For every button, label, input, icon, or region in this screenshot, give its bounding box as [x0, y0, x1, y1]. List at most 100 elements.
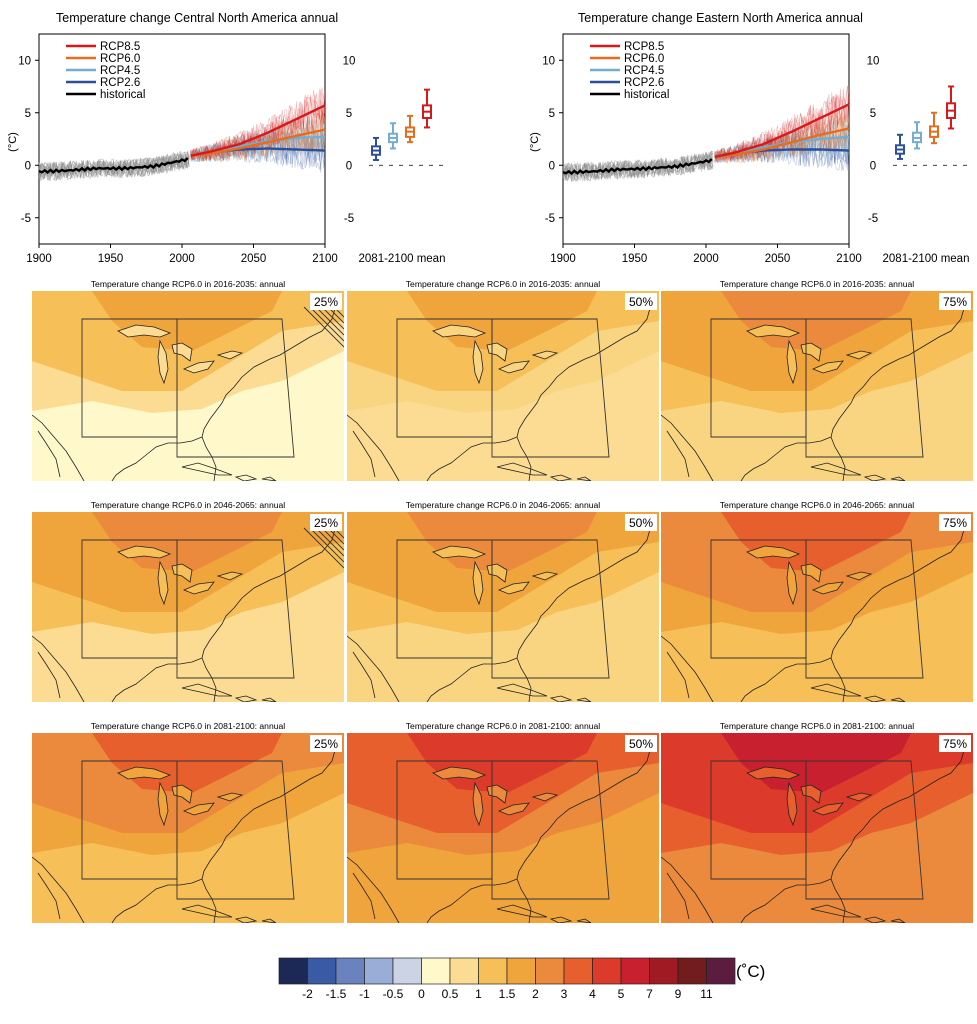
great-lake-outline	[811, 581, 844, 595]
map-field-core	[721, 291, 911, 351]
hatching-line	[315, 306, 344, 336]
colorbar-tick-label: 4	[589, 987, 596, 1001]
y-tick-label: -5	[21, 213, 31, 225]
map-field-south	[661, 351, 973, 481]
island-outline	[496, 683, 548, 697]
legend-label: RCP6.0	[100, 53, 140, 65]
coastline	[37, 651, 61, 699]
ensemble-member-line	[714, 133, 850, 166]
ensemble-member-line	[190, 87, 326, 161]
colorbar-unit: (˚C)	[736, 962, 765, 981]
x-tick-label: 1900	[550, 253, 576, 265]
region-box-eastern-north-america	[176, 539, 295, 679]
map-field-south	[347, 572, 659, 702]
map-field-core	[92, 512, 282, 572]
hatching-line	[309, 306, 344, 342]
colorbar-bin	[592, 957, 622, 985]
ensemble-member-line	[714, 93, 850, 164]
percentile-badge	[625, 514, 657, 531]
coastline	[666, 872, 690, 920]
great-lake-outline	[746, 766, 801, 780]
ensemble-member-line	[562, 153, 714, 182]
great-lake-outline	[182, 802, 215, 816]
region-box-eastern-north-america	[805, 760, 924, 900]
island-outline	[863, 474, 887, 481]
hatching-line	[303, 306, 344, 348]
coastline	[347, 414, 400, 481]
coastline	[352, 651, 376, 699]
island-outline	[863, 916, 887, 923]
x-tick-label: 1900	[26, 253, 52, 265]
hatching-line	[321, 306, 344, 330]
coastline	[666, 651, 690, 699]
map-panel: Temperature change RCP6.0 in 2046-2065: …	[32, 500, 344, 702]
side-panel-label: 2081-2100 mean	[883, 253, 970, 265]
x-tick-label: 2100	[312, 253, 338, 265]
coastline	[830, 742, 967, 923]
map-panel: Temperature change RCP6.0 in 2081-2100: …	[32, 721, 344, 923]
great-lake-outline	[497, 802, 530, 816]
percentile-label: 75%	[943, 295, 967, 309]
coastline	[740, 878, 832, 923]
coastline	[111, 436, 203, 481]
great-lake-outline	[182, 581, 215, 595]
ensemble-member-line	[190, 110, 326, 162]
y-tick-label-right: 10	[343, 55, 356, 67]
percentile-badge	[310, 735, 342, 752]
great-lake-outline	[117, 766, 172, 780]
great-lake-outline	[182, 360, 215, 374]
coastline	[830, 300, 967, 481]
map-title: Temperature change RCP6.0 in 2081-2100: …	[720, 721, 915, 731]
map-title: Temperature change RCP6.0 in 2081-2100: …	[91, 721, 286, 731]
island-outline	[234, 695, 258, 702]
side-panel-label: 2081-2100 mean	[359, 253, 446, 265]
coastline	[32, 414, 85, 481]
colorbar-tick-label: -1	[359, 987, 370, 1001]
great-lake-outline	[531, 350, 559, 360]
y-tick-label-right: -5	[868, 213, 878, 225]
y-tick-label: 10	[18, 55, 31, 67]
timeseries-title: Temperature change Central North America…	[56, 11, 338, 25]
y-tick-label: 0	[549, 160, 555, 172]
colorbar-bin	[449, 957, 479, 985]
map-field-south	[32, 351, 344, 481]
great-lake-outline	[531, 571, 559, 581]
great-lake-outline	[216, 571, 244, 581]
region-box-eastern-north-america	[491, 318, 610, 458]
map-title: Temperature change RCP6.0 in 2016-2035: …	[91, 279, 286, 289]
percentile-label: 25%	[314, 737, 338, 751]
map-title: Temperature change RCP6.0 in 2046-2065: …	[720, 500, 915, 510]
percentile-label: 50%	[629, 737, 653, 751]
great-lake-outline	[845, 792, 873, 802]
island-outline	[261, 697, 277, 702]
percentile-badge	[625, 293, 657, 310]
region-box-eastern-north-america	[805, 318, 924, 458]
x-tick-label: 2000	[169, 253, 195, 265]
colorbar-tick-label: -0.5	[383, 987, 404, 1001]
y-tick-label-right: 0	[870, 160, 876, 172]
island-outline	[234, 916, 258, 923]
coastline	[830, 521, 967, 702]
series-mean-line	[190, 128, 326, 157]
legend-label: RCP8.5	[100, 41, 140, 53]
map-field-south	[661, 793, 973, 923]
colorbar-bin	[649, 957, 679, 985]
region-box-eastern-north-america	[491, 539, 610, 679]
colorbar-tick-label: 1.5	[499, 987, 516, 1001]
coastline	[111, 878, 203, 923]
percentile-badge	[625, 735, 657, 752]
great-lake-outline	[117, 545, 172, 559]
y-tick-label: 5	[25, 108, 31, 120]
x-tick-label: 1950	[98, 253, 124, 265]
y-tick-label: 10	[542, 55, 555, 67]
island-outline	[496, 462, 548, 476]
map-field-south	[32, 572, 344, 702]
coastline	[740, 657, 832, 702]
coastline	[661, 414, 714, 481]
great-lake-outline	[472, 781, 484, 827]
map-field-core	[407, 512, 597, 572]
island-outline	[890, 697, 906, 702]
great-lake-outline	[845, 350, 873, 360]
y-tick-label-right: 10	[867, 55, 880, 67]
colorbar-bin	[278, 957, 308, 985]
